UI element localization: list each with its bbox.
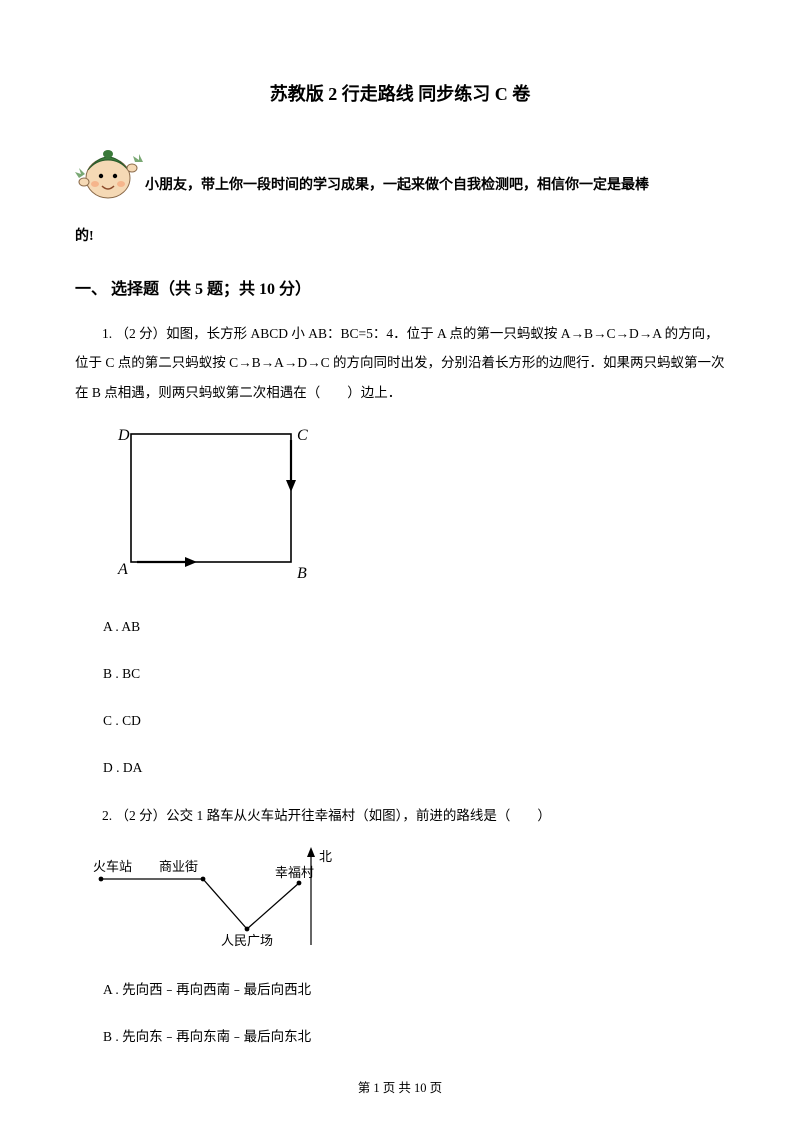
svg-text:A: A <box>117 561 128 578</box>
svg-text:火车站: 火车站 <box>93 859 132 874</box>
question-1-text: 1. （2 分）如图，长方形 ABCD 小 AB：BC=5：4．位于 A 点的第… <box>75 319 725 408</box>
q1-option-b: B . BC <box>103 660 725 687</box>
question-2-figure: 北 火车站 商业街 人民广场 幸福村 <box>93 845 725 960</box>
section-1-header: 一、 选择题（共 5 题；共 10 分） <box>75 275 725 299</box>
intro-text-line2: 的! <box>75 222 725 253</box>
question-1-figure: D C A B <box>103 422 725 597</box>
q1-option-a: A . AB <box>103 613 725 640</box>
q1-option-c: C . CD <box>103 707 725 734</box>
svg-text:幸福村: 幸福村 <box>275 865 314 880</box>
svg-text:北: 北 <box>319 849 332 864</box>
svg-text:B: B <box>297 565 307 582</box>
intro-text-line1: 小朋友，带上你一段时间的学习成果，一起来做个自我检测吧，相信你一定是最棒 <box>145 171 649 206</box>
svg-text:C: C <box>297 427 308 444</box>
mascot-icon <box>75 136 145 206</box>
question-2-text: 2. （2 分）公交 1 路车从火车站开往幸福村（如图），前进的路线是（ ） <box>75 801 725 831</box>
svg-text:人民广场: 人民广场 <box>221 933 273 948</box>
page-title: 苏教版 2 行走路线 同步练习 C 卷 <box>75 80 725 106</box>
intro-row: 小朋友，带上你一段时间的学习成果，一起来做个自我检测吧，相信你一定是最棒 <box>75 136 725 206</box>
page-footer: 第 1 页 共 10 页 <box>0 1077 800 1096</box>
svg-text:商业街: 商业街 <box>159 859 198 874</box>
q1-option-d: D . DA <box>103 754 725 781</box>
svg-text:D: D <box>117 427 130 444</box>
q2-option-b: B . 先向东﹣再向东南﹣最后向东北 <box>103 1023 725 1050</box>
q2-option-a: A . 先向西﹣再向西南﹣最后向西北 <box>103 976 725 1003</box>
